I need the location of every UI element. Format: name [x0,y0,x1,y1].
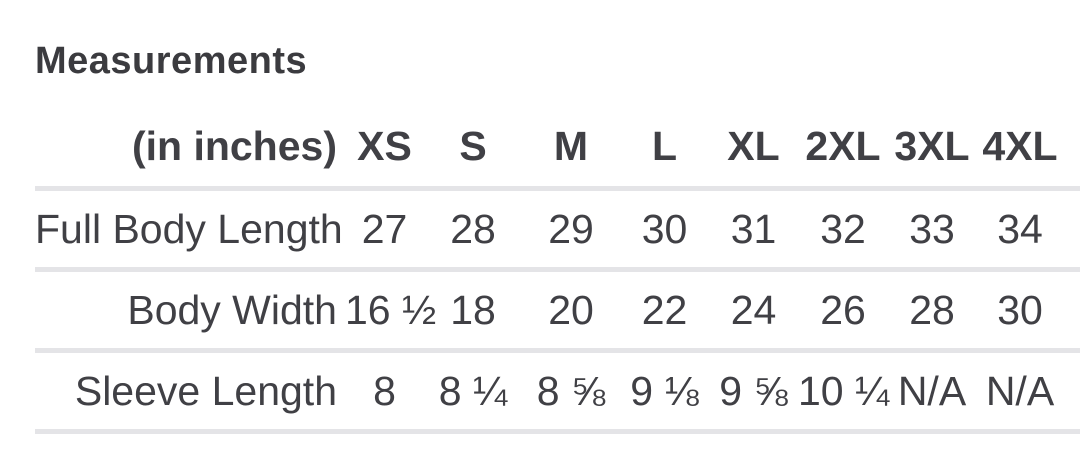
measurement-cell: 30 [997,286,1043,333]
measurement-cell: 22 [641,286,688,333]
measurements-title: Measurements [35,40,308,82]
table-row-body-width: Body Width 16 ½ 18 20 22 24 26 28 30 [35,270,1080,351]
measurement-cell: 20 [548,286,594,333]
measurement-cell: 29 [548,205,594,252]
size-column-header-m: M [553,122,589,169]
measurement-cell: 28 [909,286,955,333]
measurements-table: (in inches) XS S M L XL 2XL 3XL 4XL Full… [35,106,1080,434]
measurement-cell: 32 [820,205,866,252]
measurement-cell: 10 ¼ [798,367,890,414]
measurement-cell: 9 ⅝ [719,367,788,414]
measurement-cell: 31 [730,205,777,252]
measurement-cell: N/A [985,367,1055,414]
row-label: Full Body Length [35,205,343,252]
table-row-full-body-length: Full Body Length 27 28 29 30 31 32 33 34 [35,189,1080,270]
measurement-cell: 27 [361,205,408,252]
measurement-cell: 24 [730,286,777,333]
measurement-cell: 8 ¼ [438,367,508,414]
unit-header-cell: (in inches) [131,122,337,169]
measurement-cell: 9 ⅛ [630,367,699,414]
row-label: Sleeve Length [74,367,337,414]
row-label: Body Width [127,286,337,333]
measurement-cell: 18 [450,286,496,333]
measurement-cell: 8 ⅝ [536,367,606,414]
measurement-cell: 8 [373,367,396,414]
measurement-cell: 16 ½ [345,286,437,333]
measurement-cell: 33 [909,205,955,252]
measurement-cell: N/A [897,367,967,414]
size-column-header-4xl: 4XL [982,122,1058,169]
measurement-cell: 26 [820,286,866,333]
measurement-cell: 28 [450,205,496,252]
size-column-header-xl: XL [727,122,780,169]
size-column-header-3xl: 3XL [894,122,970,169]
size-column-header-l: L [651,122,678,169]
header-row: (in inches) XS S M L XL 2XL 3XL 4XL [35,106,1080,189]
size-column-header-s: S [459,122,487,169]
size-column-header-2xl: 2XL [805,122,881,169]
table-row-sleeve-length: Sleeve Length 8 8 ¼ 8 ⅝ 9 ⅛ 9 ⅝ 10 ¼ N/A… [35,351,1080,432]
measurement-cell: 34 [997,205,1043,252]
measurement-cell: 30 [641,205,688,252]
size-column-header-xs: XS [357,122,412,169]
